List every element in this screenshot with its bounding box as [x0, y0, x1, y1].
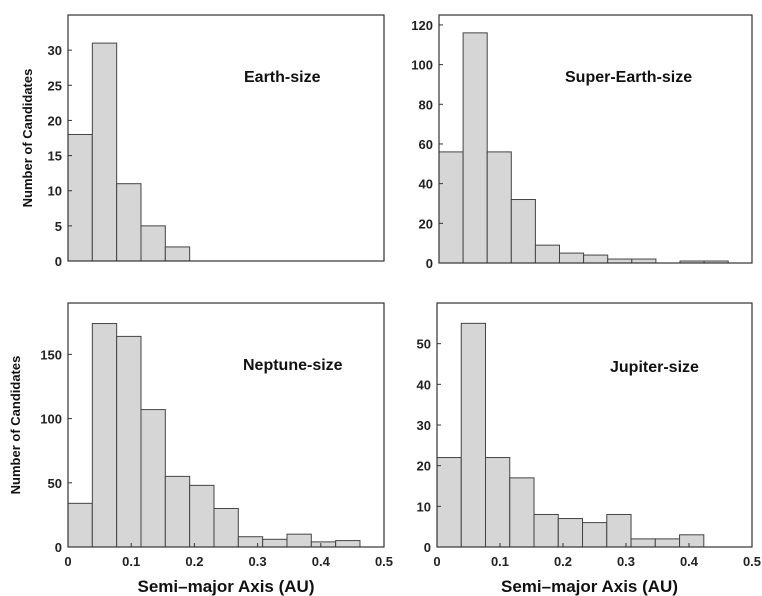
panel-3: 0 10 20 30 40 50 0 0.1 0.2 0.3 0.4 0.5 Jupiter-size S…: [417, 302, 761, 596]
y-tick-label: 25: [48, 78, 62, 93]
bar: [679, 534, 705, 548]
y-tick-label: 20: [48, 113, 62, 128]
bar: [335, 540, 361, 548]
panel-label: Super-Earth-size: [565, 69, 692, 86]
y-tick-label: 150: [40, 347, 62, 362]
y-tick-label: 15: [48, 149, 62, 164]
bar: [559, 252, 585, 264]
bar: [213, 507, 239, 548]
bar: [116, 335, 142, 548]
bar: [438, 151, 464, 264]
y-tick-label: 50: [417, 337, 431, 352]
plot-frame: [438, 14, 753, 264]
bar: [533, 513, 559, 548]
y-tick-label: 30: [48, 43, 62, 58]
plot-frame: [67, 302, 385, 548]
bar: [485, 457, 511, 548]
bar: [583, 254, 609, 264]
bar: [262, 538, 288, 548]
bar: [462, 32, 488, 264]
y-tick-label: 30: [417, 418, 431, 433]
bar: [630, 538, 656, 548]
x-tick-label: 0.5: [375, 554, 393, 569]
bar: [509, 477, 535, 548]
bar: [654, 538, 681, 548]
bar: [310, 541, 337, 548]
bar: [164, 475, 191, 548]
y-tick-label: 20: [417, 459, 431, 474]
bar: [140, 409, 166, 548]
bar: [116, 183, 142, 262]
y-axis-label: Number of Candidates: [8, 356, 23, 495]
y-axis-label: Number of Candidates: [20, 69, 35, 208]
x-tick-label: 0.1: [122, 554, 140, 569]
bar: [557, 518, 584, 548]
x-axis-label: Semi–major Axis (AU): [138, 577, 315, 596]
x-tick-label: 0: [64, 554, 71, 569]
panel-label: Neptune-size: [243, 357, 343, 374]
bar: [286, 533, 312, 548]
y-tick-label: 0: [426, 256, 433, 271]
panel-0: 0 5 10 15 20 25 30 Earth-size Number of Candidat…: [20, 14, 385, 269]
y-tick-label: 20: [419, 216, 433, 231]
bar: [91, 323, 118, 548]
y-tick-label: 40: [419, 177, 433, 192]
x-tick-label: 0.2: [185, 554, 203, 569]
plot-frame: [67, 14, 385, 262]
y-tick-label: 40: [417, 377, 431, 392]
x-tick-label: 0: [433, 554, 440, 569]
y-tick-label: 5: [55, 219, 62, 234]
y-tick-label: 10: [48, 184, 62, 199]
x-tick-label: 0.2: [554, 554, 572, 569]
y-tick-label: 80: [419, 97, 433, 112]
x-tick-label: 0.4: [680, 554, 699, 569]
bar: [486, 151, 512, 264]
y-tick-label: 50: [48, 476, 62, 491]
bar: [460, 322, 487, 548]
bar: [510, 199, 536, 264]
y-tick-label: 0: [424, 540, 431, 555]
bar: [140, 225, 166, 262]
bar: [582, 522, 608, 548]
y-tick-label: 60: [419, 137, 433, 152]
bar: [237, 536, 264, 548]
y-tick-label: 0: [55, 540, 62, 555]
x-tick-label: 0.5: [743, 554, 761, 569]
y-tick-label: 100: [40, 412, 62, 427]
bar: [67, 502, 93, 548]
x-tick-label: 0.1: [491, 554, 509, 569]
y-tick-label: 10: [417, 499, 431, 514]
x-tick-label: 0.3: [249, 554, 267, 569]
bar: [436, 457, 462, 548]
panel-1: 0 20 40 60 80 100 120 Super-Earth-size: [411, 14, 753, 271]
y-tick-label: 100: [411, 58, 433, 73]
x-tick-label: 0.4: [312, 554, 331, 569]
bar: [606, 513, 632, 548]
bar: [91, 42, 118, 262]
x-tick-label: 0.3: [617, 554, 635, 569]
panel-label: Jupiter-size: [610, 359, 699, 376]
bar: [534, 244, 561, 264]
y-tick-label: 0: [55, 254, 62, 269]
bar: [164, 246, 191, 262]
y-tick-label: 120: [411, 18, 433, 33]
bar: [189, 484, 215, 548]
x-axis-label: Semi–major Axis (AU): [501, 577, 678, 596]
bar: [67, 133, 93, 262]
panel-2: 0 50 100 150 0 0.1 0.2 0.3 0.4 0.5 Neptune-size Num…: [8, 302, 393, 596]
panel-label: Earth-size: [244, 69, 321, 86]
